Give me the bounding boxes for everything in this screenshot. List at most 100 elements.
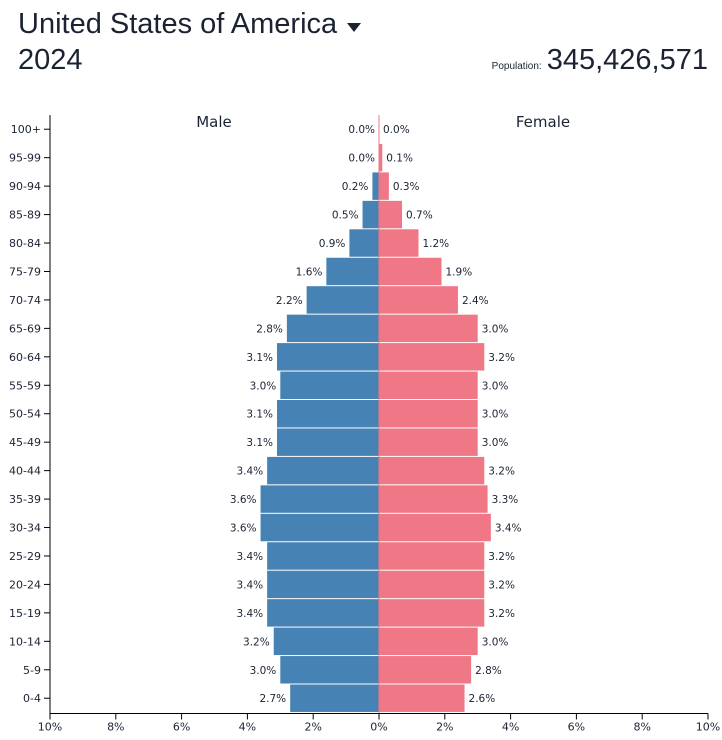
male-value-label: 3.6% [230, 523, 257, 535]
age-group-label: 40-44 [9, 465, 41, 478]
male-bar [280, 371, 379, 399]
x-tick-label: 0% [370, 720, 387, 733]
female-value-label: 3.0% [482, 409, 509, 421]
x-tick-label: 8% [633, 720, 650, 733]
female-bar [379, 172, 389, 200]
female-bar [379, 343, 485, 371]
female-value-label: 2.8% [475, 665, 502, 677]
female-value-label: 0.3% [393, 181, 420, 193]
age-group-label: 55-59 [9, 379, 41, 392]
male-value-label: 3.4% [236, 579, 263, 591]
age-group-label: 85-89 [9, 209, 41, 222]
male-value-label: 2.8% [256, 323, 283, 335]
male-value-label: 3.1% [246, 437, 273, 449]
age-group-label: 90-94 [9, 180, 41, 193]
country-selector[interactable]: United States of America [18, 8, 362, 41]
male-value-label: 3.4% [236, 466, 263, 478]
x-tick-label: 6% [568, 720, 585, 733]
female-value-label: 3.0% [482, 636, 509, 648]
age-group-label: 25-29 [9, 550, 41, 563]
female-value-label: 2.4% [462, 295, 489, 307]
male-value-label: 0.9% [319, 238, 346, 250]
x-tick-label: 2% [304, 720, 321, 733]
x-tick-label: 10% [38, 720, 62, 733]
female-bar [379, 599, 485, 627]
x-tick-label: 6% [173, 720, 190, 733]
year-title: 2024 [18, 44, 83, 76]
female-value-label: 3.2% [488, 352, 515, 364]
female-value-label: 1.9% [446, 266, 473, 278]
female-bar [379, 286, 458, 314]
female-bar [379, 456, 485, 485]
male-bar [260, 513, 379, 542]
male-value-label: 3.6% [230, 494, 257, 506]
x-tick-label: 2% [436, 720, 453, 733]
x-tick-label: 8% [107, 720, 124, 733]
male-bar [277, 400, 379, 428]
female-value-label: 3.0% [482, 380, 509, 392]
male-bar [260, 485, 379, 513]
male-value-label: 0.0% [348, 153, 375, 165]
x-tick-label: 4% [502, 720, 519, 733]
female-value-label: 3.0% [482, 323, 509, 335]
male-bar [273, 627, 379, 656]
country-name[interactable]: United States of America [18, 8, 338, 40]
female-bar [379, 371, 478, 399]
age-group-label: 65-69 [9, 322, 41, 335]
male-value-label: 2.7% [259, 693, 286, 705]
age-group-label: 100+ [11, 123, 41, 136]
age-group-label: 15-19 [9, 607, 41, 620]
female-value-label: 3.2% [488, 608, 515, 620]
male-bar [290, 684, 379, 712]
male-bar [277, 343, 379, 371]
age-group-label: 35-39 [9, 493, 41, 506]
female-bar [379, 257, 442, 286]
age-group-label: 80-84 [9, 237, 41, 250]
caret-down-icon[interactable] [347, 23, 362, 32]
female-bar [379, 143, 383, 172]
female-bar [379, 428, 478, 456]
female-legend-label: Female [516, 113, 570, 131]
female-value-label: 3.4% [495, 523, 522, 535]
female-value-label: 3.2% [488, 551, 515, 563]
age-group-label: 0-4 [23, 692, 41, 705]
female-value-label: 0.7% [406, 210, 433, 222]
female-bar [379, 314, 478, 343]
male-bar [306, 286, 379, 314]
male-bar [267, 542, 379, 570]
age-group-label: 45-49 [9, 436, 41, 449]
male-bar [267, 570, 379, 599]
female-value-label: 3.2% [488, 579, 515, 591]
male-value-label: 0.0% [348, 124, 375, 136]
male-value-label: 3.1% [246, 409, 273, 421]
male-legend-label: Male [196, 113, 232, 131]
male-value-label: 0.5% [332, 210, 359, 222]
male-bar [326, 257, 379, 286]
population-value: 345,426,571 [546, 44, 708, 76]
female-bar [379, 229, 419, 257]
male-bar [286, 314, 379, 343]
female-value-label: 0.0% [383, 124, 410, 136]
female-value-label: 3.0% [482, 437, 509, 449]
age-group-label: 60-64 [9, 351, 41, 364]
population-label: Population: [491, 61, 542, 72]
male-bar [372, 172, 379, 200]
male-value-label: 3.4% [236, 551, 263, 563]
population-summary: Population: 345,426,571 [492, 44, 708, 77]
male-value-label: 3.0% [250, 665, 277, 677]
age-group-label: 10-14 [9, 635, 41, 648]
female-bar [379, 513, 491, 542]
male-value-label: 3.2% [243, 636, 270, 648]
male-bar [280, 656, 379, 684]
male-value-label: 0.2% [342, 181, 369, 193]
female-bar [379, 200, 403, 229]
female-value-label: 3.2% [488, 466, 515, 478]
age-group-label: 75-79 [9, 265, 41, 278]
male-value-label: 3.1% [246, 352, 273, 364]
female-bar [379, 656, 472, 684]
x-tick-label: 10% [696, 720, 720, 733]
female-value-label: 2.6% [469, 693, 496, 705]
male-bar [267, 599, 379, 627]
